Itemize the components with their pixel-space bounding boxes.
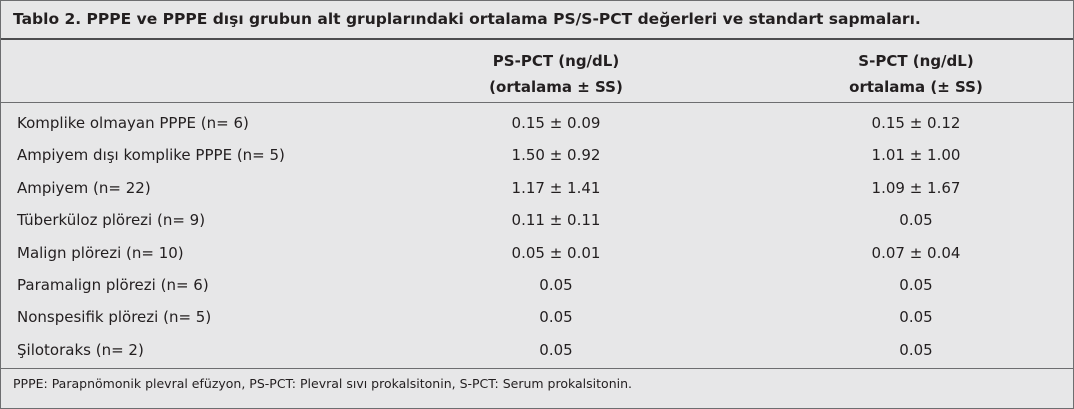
cell: 0.15 ± 0.12 — [871, 114, 961, 132]
cell: 0.05 — [539, 276, 573, 294]
cell: 1.09 ± 1.67 — [871, 178, 961, 197]
cell: 0.07 ± 0.04 — [871, 243, 961, 262]
rule — [1, 38, 1073, 40]
row-label: Nonspesifik plörezi (n= 5) — [17, 308, 212, 327]
cell: 1.50 ± 0.92 — [511, 146, 601, 165]
cell: 0.05 ± 0.01 — [511, 243, 601, 262]
cell: 0.05 — [899, 340, 933, 359]
row-label: Ampiyem dışı komplike PPPE (n= 5) — [17, 146, 285, 165]
cell: 0.05 — [539, 308, 573, 327]
rule — [1, 368, 1073, 369]
cell: 0.05 — [899, 211, 933, 230]
row-label: Şilotoraks (n= 2) — [17, 340, 144, 359]
cell: 1.01 ± 1.00 — [871, 146, 961, 165]
rule — [1, 102, 1073, 103]
cell: 0.05 — [899, 276, 933, 294]
cell: 1.17 ± 1.41 — [511, 178, 601, 197]
cell: 0.05 — [899, 308, 933, 327]
cell: 0.11 ± 0.11 — [511, 211, 601, 230]
row-label: Malign plörezi (n= 10) — [17, 243, 184, 262]
table-title: Tablo 2. PPPE ve PPPE dışı grubun alt gr… — [13, 10, 921, 28]
footnote: PPPE: Parapnömonik plevral efüzyon, PS-P… — [13, 376, 632, 391]
column-header: (ortalama ± SS) — [489, 78, 623, 96]
cell: 0.15 ± 0.09 — [511, 114, 601, 132]
column-header: ortalama (± SS) — [849, 78, 983, 96]
cell: 0.05 — [539, 340, 573, 359]
column-header: S-PCT (ng/dL) — [858, 52, 974, 70]
row-label: Komplike olmayan PPPE (n= 6) — [17, 114, 249, 132]
column-header: PS-PCT (ng/dL) — [492, 52, 620, 70]
row-label: Ampiyem (n= 22) — [17, 178, 151, 197]
row-label: Paramalign plörezi (n= 6) — [17, 276, 209, 294]
row-label: Tüberküloz plörezi (n= 9) — [17, 211, 206, 230]
